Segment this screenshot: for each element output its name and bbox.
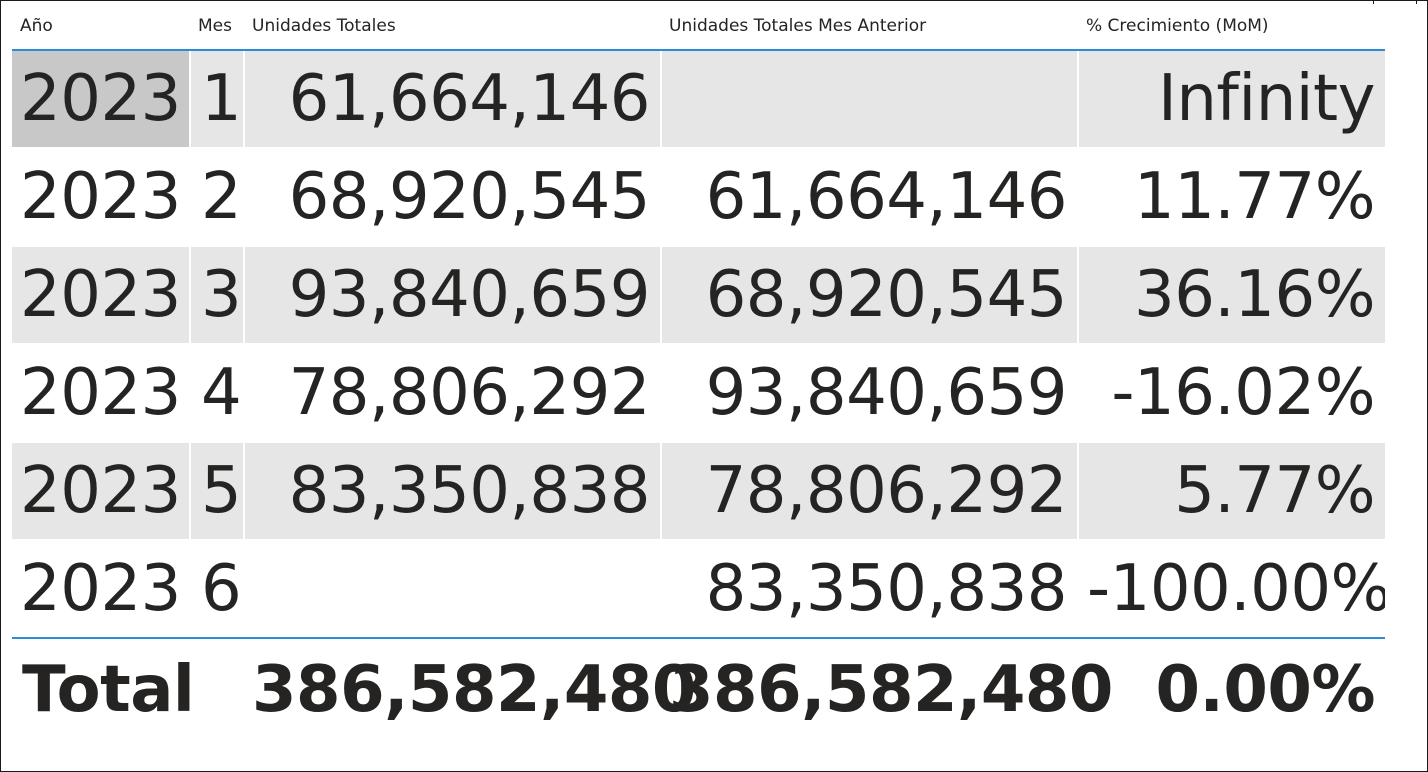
column-header-year[interactable]: Año	[12, 3, 190, 51]
cell-month[interactable]: 2	[189, 148, 244, 247]
cell-units-total[interactable]: 78,806,292	[243, 344, 661, 443]
total-units-prev-month: 386,582,480	[669, 653, 1113, 727]
total-label: Total	[22, 653, 195, 727]
cell-month[interactable]: 6	[189, 540, 244, 639]
cell-units-total[interactable]: 93,840,659	[243, 246, 661, 345]
table-row[interactable]: 2023 3 93,840,659 68,920,545 36.16%	[12, 246, 1385, 345]
cell-units-prev-month[interactable]: 78,806,292	[660, 442, 1078, 541]
visual-header-corner	[1373, 1, 1417, 4]
cell-growth-mom[interactable]: 36.16%	[1077, 246, 1385, 345]
table-row[interactable]: 2023 5 83,350,838 78,806,292 5.77%	[12, 442, 1385, 541]
table-row[interactable]: 2023 4 78,806,292 93,840,659 -16.02%	[12, 344, 1385, 443]
cell-growth-mom[interactable]: -100.00%	[1077, 540, 1385, 639]
cell-units-total[interactable]: 83,350,838	[243, 442, 661, 541]
cell-month[interactable]: 3	[189, 246, 244, 345]
cell-month[interactable]: 1	[189, 50, 244, 149]
cell-year[interactable]: 2023	[12, 442, 190, 541]
cell-year[interactable]: 2023	[12, 540, 190, 639]
cell-units-prev-month[interactable]: 93,840,659	[660, 344, 1078, 443]
table-row[interactable]: 2023 6 83,350,838 -100.00%	[12, 540, 1385, 639]
cell-year[interactable]: 2023	[12, 344, 190, 443]
cell-year[interactable]: 2023	[12, 50, 190, 149]
table-row[interactable]: 2023 2 68,920,545 61,664,146 11.77%	[12, 148, 1385, 247]
column-header-units-total[interactable]: Unidades Totales	[244, 3, 661, 51]
cell-units-prev-month[interactable]: 61,664,146	[660, 148, 1078, 247]
cell-growth-mom[interactable]: 11.77%	[1077, 148, 1385, 247]
column-header-units-prev-month[interactable]: Unidades Totales Mes Anterior	[661, 3, 1078, 51]
cell-units-total[interactable]	[243, 540, 661, 639]
cell-year[interactable]: 2023	[12, 246, 190, 345]
column-header-month[interactable]: Mes	[190, 3, 244, 51]
total-growth-mom: 0.00%	[1155, 653, 1375, 727]
cell-growth-mom[interactable]: 5.77%	[1077, 442, 1385, 541]
cell-growth-mom[interactable]: Infinity	[1077, 50, 1385, 149]
cell-units-prev-month[interactable]: 83,350,838	[660, 540, 1078, 639]
cell-units-prev-month[interactable]	[660, 50, 1078, 149]
cell-month[interactable]: 5	[189, 442, 244, 541]
header-row: Año Mes Unidades Totales Unidades Totale…	[12, 3, 1385, 51]
cell-units-total[interactable]: 68,920,545	[243, 148, 661, 247]
total-units-total: 386,582,480	[252, 653, 696, 727]
cell-growth-mom[interactable]: -16.02%	[1077, 344, 1385, 443]
cell-year[interactable]: 2023	[12, 148, 190, 247]
table-row[interactable]: 2023 1 61,664,146 Infinity	[12, 50, 1385, 149]
cell-month[interactable]: 4	[189, 344, 244, 443]
total-row: Total 386,582,480 386,582,480 0.00%	[12, 638, 1385, 741]
cell-units-total[interactable]: 61,664,146	[243, 50, 661, 149]
column-header-growth-mom[interactable]: % Crecimiento (MoM)	[1078, 3, 1385, 51]
cell-units-prev-month[interactable]: 68,920,545	[660, 246, 1078, 345]
matrix-table: Año Mes Unidades Totales Unidades Totale…	[12, 3, 1385, 741]
